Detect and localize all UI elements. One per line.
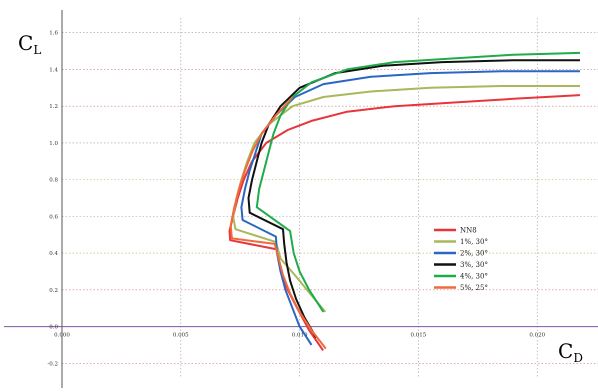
legend: NN8 1%, 30° 2%, 30° 3%, 30° 4%, 30° 5%, 25° <box>434 227 488 292</box>
grid <box>62 18 598 378</box>
series-line-6 <box>229 96 327 350</box>
axes <box>4 10 598 388</box>
x-tick-label: 0.000 <box>54 333 70 339</box>
series-line-5 <box>255 51 581 313</box>
y-tick-label: 0.8 <box>49 178 58 184</box>
y-tick-label: 0.0 <box>49 325 58 331</box>
legend-label: 5%, 25° <box>460 284 488 292</box>
x-tick-label: 0.020 <box>529 333 545 339</box>
legend-label: 3%, 30° <box>460 261 488 269</box>
series-line-3 <box>240 70 580 346</box>
series-line-1 <box>228 94 581 351</box>
legend-label: 1%, 30° <box>460 238 488 246</box>
x-axis-label: CD <box>558 339 583 365</box>
y-tick-label: 1.0 <box>49 141 58 147</box>
y-tick-label: 0.6 <box>49 214 58 220</box>
x-tick-label: 0.005 <box>173 333 189 339</box>
y-tick-label: 0.4 <box>49 251 58 257</box>
legend-label: 4%, 30° <box>460 273 488 281</box>
legend-label: 2%, 30° <box>460 250 488 258</box>
y-tick-label: 1.6 <box>49 31 58 37</box>
y-tick-label: 0.2 <box>49 288 58 294</box>
series-line-4 <box>247 59 580 339</box>
x-tick-label: 0.010 <box>292 333 308 339</box>
y-tick-label: -0.2 <box>47 361 58 367</box>
series-lines <box>228 51 581 351</box>
tick-labels: 0.000 0.005 0.010 0.015 0.020 -0.2 0.0 0.2 0.4 0.… <box>47 31 545 368</box>
x-tick-label: 0.015 <box>411 333 427 339</box>
y-tick-label: 1.4 <box>49 67 58 73</box>
legend-label: NN8 <box>460 227 477 235</box>
y-axis-label: CL <box>18 31 41 57</box>
y-tick-label: 1.2 <box>49 104 58 110</box>
